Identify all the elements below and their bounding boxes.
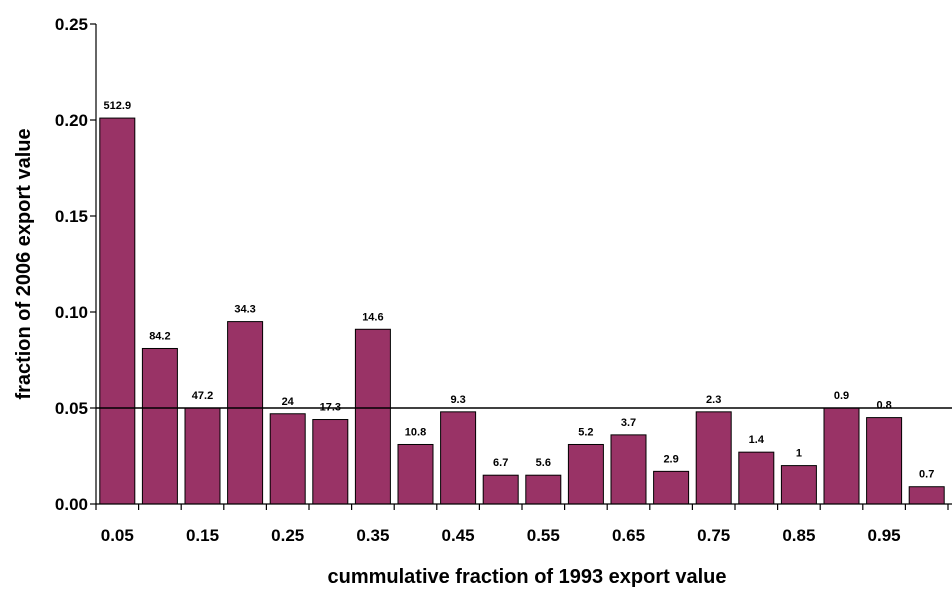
bar xyxy=(610,434,647,505)
bar-data-label: 1 xyxy=(796,448,802,460)
y-tick-label: 0.00 xyxy=(55,495,88,514)
x-axis-ticks: 0.05 0.15 0.25 0.35 0.45 0.55 0.65 0.75 0.85 0.95 xyxy=(95,504,949,545)
bar-data-label: 2.3 xyxy=(706,394,721,406)
bar-data-label: 5.6 xyxy=(536,457,551,469)
bar-data-label: 47.2 xyxy=(192,390,213,402)
y-axis-title: fraction of 2006 export value xyxy=(13,128,35,399)
bar xyxy=(908,486,945,505)
x-axis-title: cummulative fraction of 1993 export valu… xyxy=(327,566,726,588)
bar-data-label: 512.9 xyxy=(104,100,132,112)
x-tick-label: 0.45 xyxy=(442,526,475,545)
y-tick-label: 0.10 xyxy=(55,303,88,322)
bar xyxy=(738,451,775,505)
x-tick-label: 0.75 xyxy=(697,526,730,545)
bar-data-label: 10.8 xyxy=(405,426,426,438)
x-tick-label: 0.95 xyxy=(868,526,901,545)
bar-data-label: 34.3 xyxy=(234,304,255,316)
bar xyxy=(823,407,860,505)
x-tick-label: 0.85 xyxy=(782,526,815,545)
x-tick-label: 0.35 xyxy=(356,526,389,545)
bar xyxy=(780,465,817,505)
x-tick-label: 0.15 xyxy=(186,526,219,545)
bar xyxy=(227,321,264,505)
x-tick-label: 0.55 xyxy=(527,526,560,545)
bar-data-label: 0.9 xyxy=(834,390,849,402)
y-tick-label: 0.25 xyxy=(55,15,88,34)
bar xyxy=(397,443,434,505)
bar-data-label: 24 xyxy=(282,396,295,408)
bar xyxy=(567,443,604,505)
bar-data-label: 3.7 xyxy=(621,417,636,429)
bar-data-label: 9.3 xyxy=(450,394,465,406)
bar xyxy=(653,470,690,505)
bar-data-label: 1.4 xyxy=(749,434,765,446)
bar xyxy=(184,407,221,505)
x-tick-label: 0.25 xyxy=(271,526,304,545)
bar xyxy=(525,474,562,505)
bar xyxy=(312,419,349,505)
y-axis-ticks: 0.00 0.05 0.10 0.15 0.20 0.25 xyxy=(55,15,96,514)
bar-data-label: 84.2 xyxy=(149,330,170,342)
bar-data-label: 5.2 xyxy=(578,426,593,438)
data-labels: 512.984.247.234.324 17.314.610.89.36.7 5.6… xyxy=(104,100,935,481)
y-tick-label: 0.15 xyxy=(55,207,88,226)
bar-data-label: 14.6 xyxy=(362,311,383,323)
bar xyxy=(695,411,732,505)
bar-data-label: 0.8 xyxy=(876,400,891,412)
y-tick-label: 0.20 xyxy=(55,111,88,130)
x-tick-label: 0.65 xyxy=(612,526,645,545)
bar xyxy=(354,328,391,505)
y-tick-label: 0.05 xyxy=(55,399,88,418)
bar xyxy=(141,347,178,505)
x-tick-label: 0.05 xyxy=(101,526,134,545)
bars xyxy=(99,117,945,505)
bar xyxy=(269,413,306,505)
bar xyxy=(866,417,903,505)
bar-data-label: 6.7 xyxy=(493,457,508,469)
bar-data-label: 0.7 xyxy=(919,469,934,481)
bar xyxy=(99,117,136,505)
bar-data-label: 2.9 xyxy=(663,453,678,465)
bar xyxy=(482,474,519,505)
bar xyxy=(440,411,477,505)
